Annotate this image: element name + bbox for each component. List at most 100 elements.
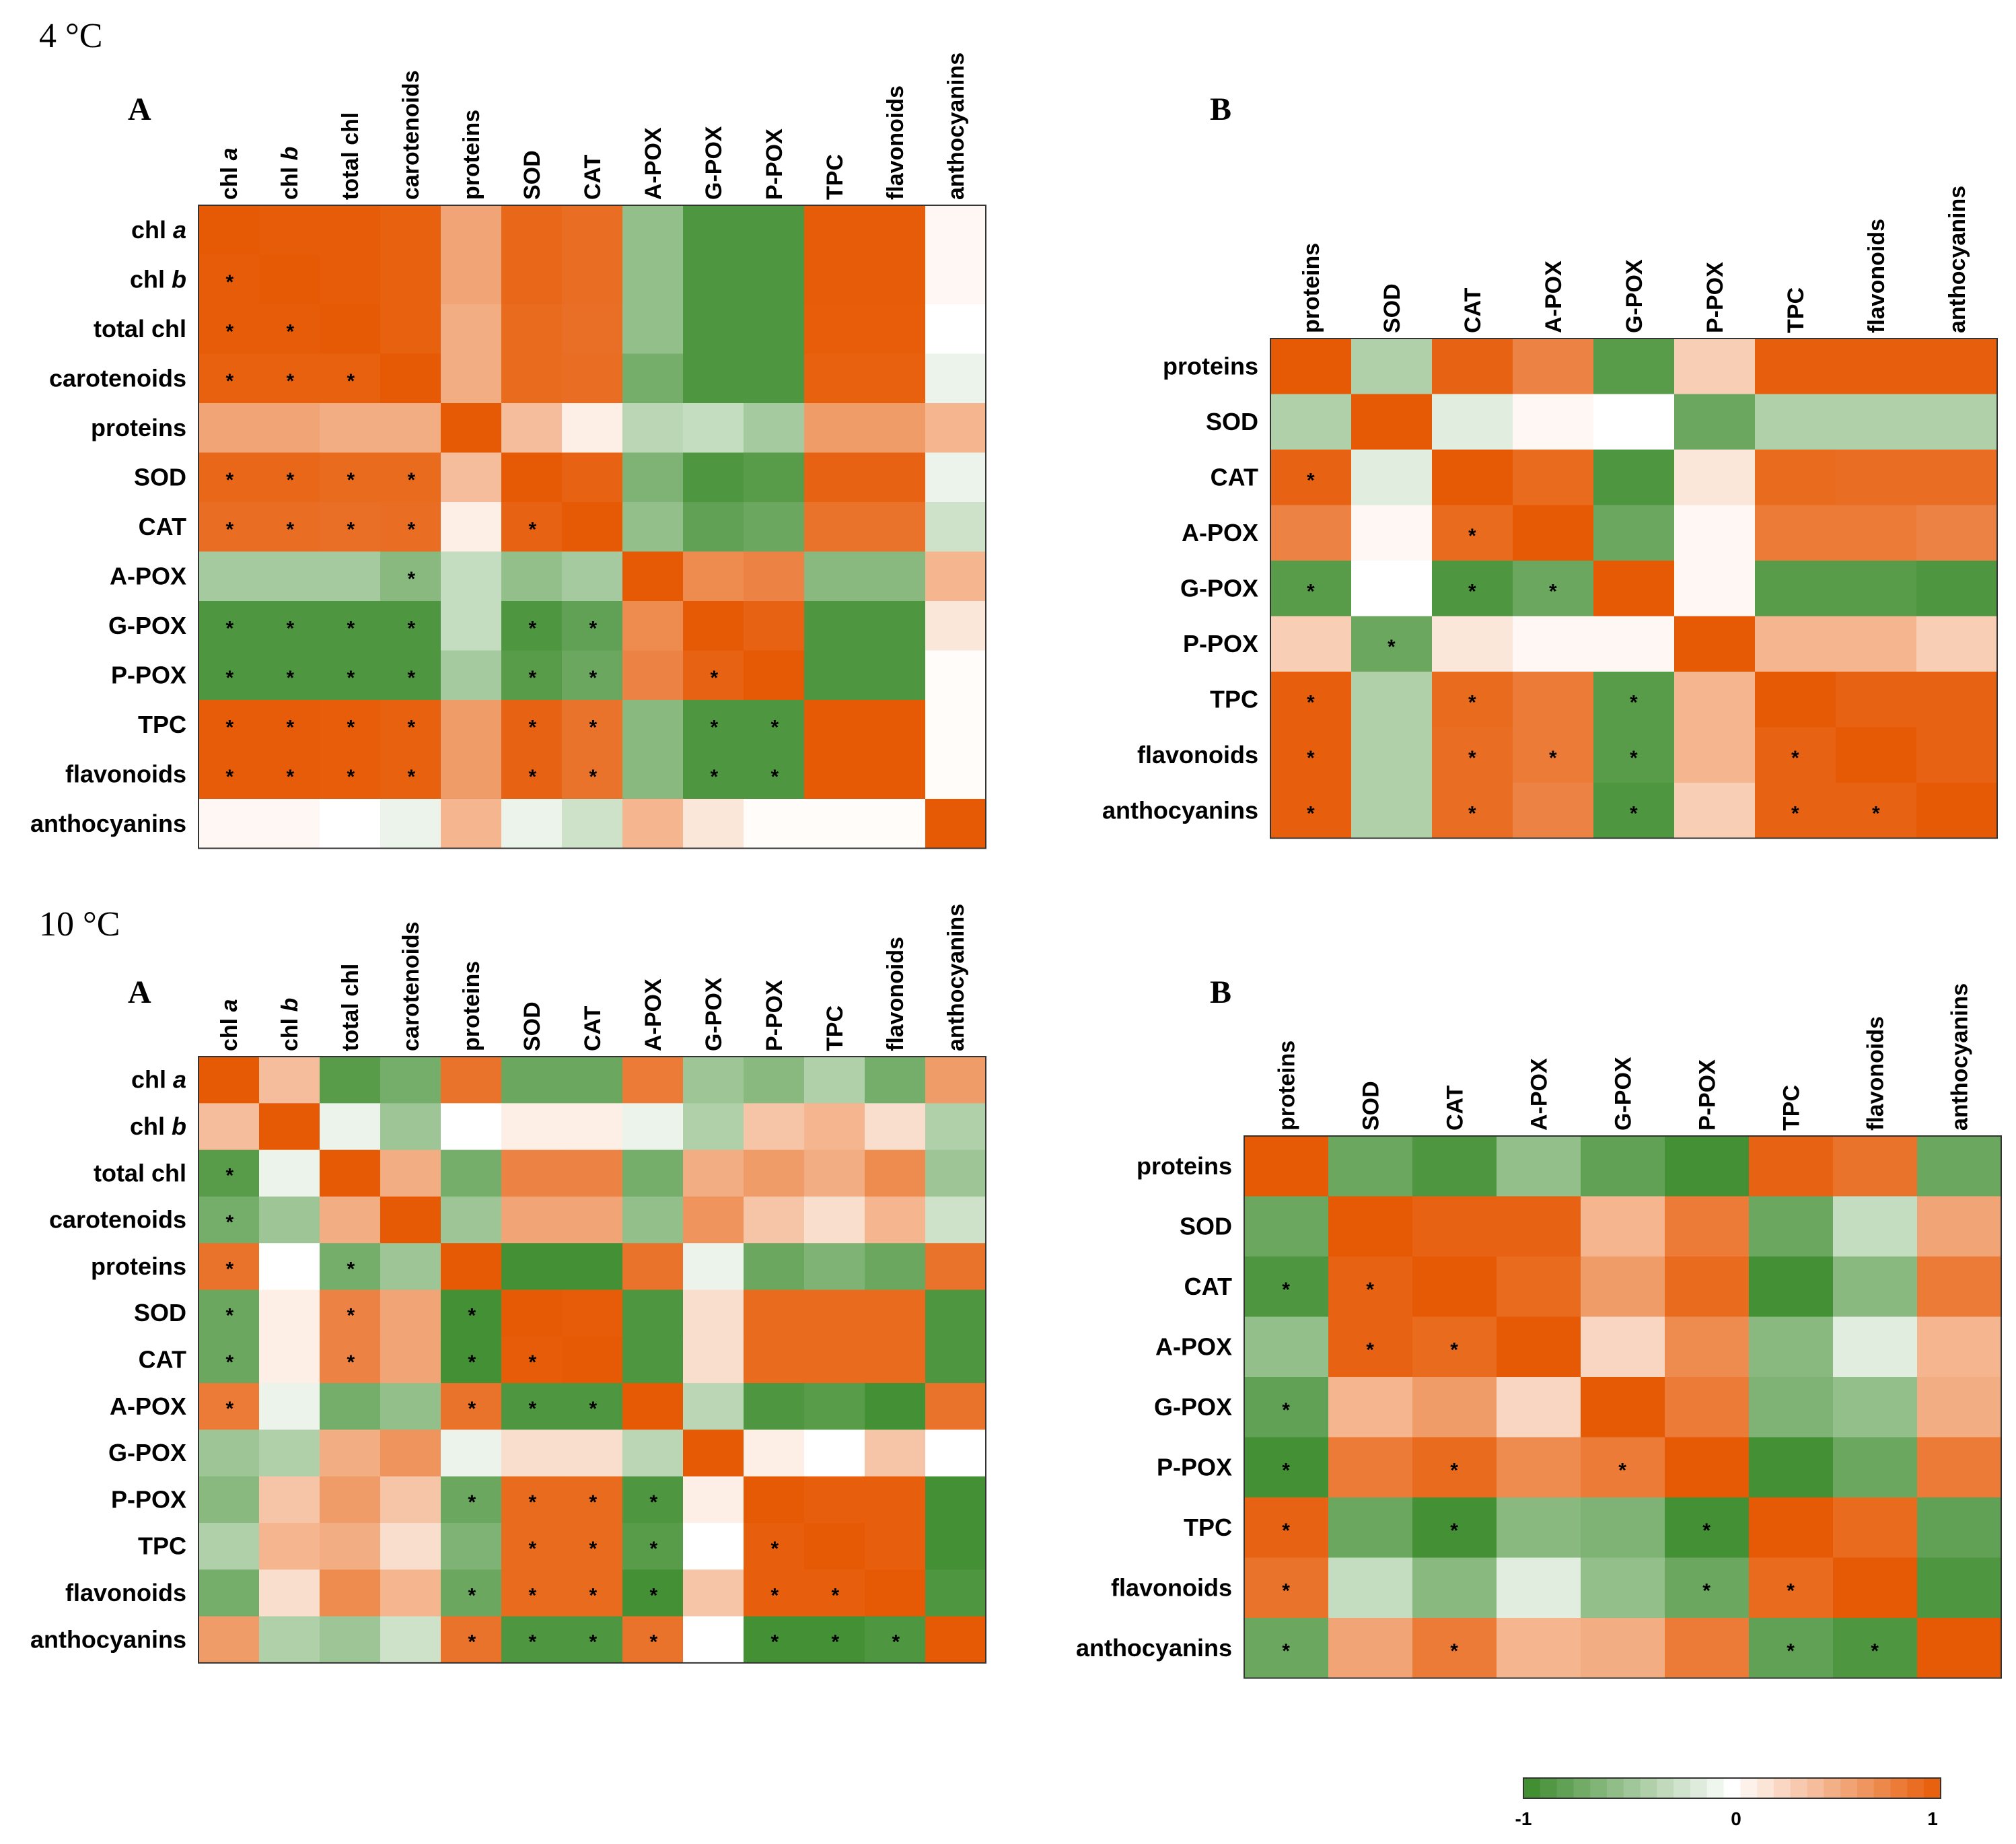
heatmap-cell-4c-b-8-7	[1836, 783, 1917, 839]
significance-star-10c-b-8-7: *	[1871, 1640, 1879, 1662]
heatmap-cell-4c-b-7-4	[1593, 727, 1675, 783]
significance-star-4c-a-6-0: *	[226, 518, 234, 540]
col-label-10c-b-flavonoids: flavonoids	[1863, 1016, 1889, 1131]
colorbar-step-14	[1757, 1778, 1774, 1798]
col-label-10c-a-cat: CAT	[580, 1005, 606, 1051]
significance-star-10c-a-12-11: *	[892, 1631, 900, 1654]
heatmap-cell-4c-a-12-3	[380, 799, 441, 849]
heatmap-cell-4c-a-12-2	[320, 799, 381, 849]
colorbar: -1 0 1	[1515, 1777, 1941, 1829]
row-label-4c-a-p-pox: P-POX	[111, 661, 186, 688]
heatmap-cell-4c-a-4-1	[259, 403, 320, 454]
row-label-4c-a-chl-b: chl b	[130, 265, 186, 293]
heatmap-frame-4c-b	[1270, 338, 1998, 839]
heatmap-cell-10c-a-10-0	[199, 1523, 260, 1570]
significance-star-10c-a-6-2: *	[347, 1351, 355, 1374]
colorbar-step-18	[1824, 1778, 1841, 1798]
heatmap-cell-10c-b-2-1	[1328, 1256, 1413, 1318]
heatmap-cell-10c-b-7-6	[1749, 1557, 1834, 1619]
heatmap-cell-10c-b-0-2	[1412, 1136, 1497, 1197]
heatmap-cell-10c-a-2-7	[622, 1149, 684, 1197]
colorbar-step-17	[1807, 1778, 1824, 1798]
heatmap-cell-10c-a-5-8	[683, 1289, 744, 1337]
heatmap-cell-4c-a-5-6	[562, 452, 623, 503]
significance-star-4c-a-8-5: *	[529, 617, 537, 639]
heatmap-cell-4c-b-2-6	[1755, 450, 1836, 506]
heatmap-cell-10c-b-3-5	[1665, 1316, 1750, 1378]
col-label-4c-a-total-chl: total chl	[338, 112, 363, 200]
heatmap-cell-4c-a-4-7	[622, 403, 684, 454]
heatmap-cell-4c-a-2-12	[925, 304, 986, 355]
heatmap-cell-10c-a-1-9	[744, 1103, 805, 1151]
significance-star-10c-a-9-7: *	[650, 1491, 658, 1514]
heatmap-cell-10c-a-9-2	[320, 1476, 381, 1524]
row-label-4c-a-carotenoids: carotenoids	[49, 364, 186, 392]
heatmap-cell-10c-a-0-8	[683, 1057, 744, 1104]
heatmap-cell-4c-a-1-11	[865, 254, 926, 305]
heatmap-cell-10c-b-5-8	[1917, 1437, 2002, 1498]
heatmap-cell-10c-a-8-12	[925, 1429, 986, 1477]
heatmap-cell-10c-a-12-8	[683, 1616, 744, 1664]
heatmap-cell-10c-a-1-11	[865, 1103, 926, 1151]
significance-star-10c-a-7-5: *	[529, 1398, 537, 1420]
heatmap-cell-4c-a-1-7	[622, 254, 684, 305]
heatmap-cell-4c-b-8-5	[1674, 783, 1756, 839]
heatmap-cell-10c-a-8-11	[865, 1429, 926, 1477]
heatmap-cell-10c-a-11-12	[925, 1569, 986, 1617]
heatmap-cell-4c-a-10-12	[925, 700, 986, 750]
colorbar-step-15	[1774, 1778, 1791, 1798]
heatmap-cell-10c-b-1-8	[1917, 1196, 2002, 1257]
heatmap-cell-4c-b-7-1	[1351, 727, 1433, 783]
heatmap-cell-10c-a-11-7	[622, 1569, 684, 1617]
heatmap-cell-4c-b-6-8	[1916, 672, 1998, 728]
significance-star-4c-a-6-1: *	[287, 518, 295, 540]
row-label-10c-b-g-pox: G-POX	[1154, 1393, 1232, 1421]
heatmap-cell-4c-a-9-7	[622, 650, 684, 701]
heatmap-cell-10c-a-1-7	[622, 1103, 684, 1151]
significance-star-4c-a-10-9: *	[771, 716, 779, 738]
heatmap-cell-4c-b-7-5	[1674, 727, 1756, 783]
heatmap-cell-10c-b-0-7	[1833, 1136, 1918, 1197]
heatmap-cell-4c-a-0-0	[199, 205, 260, 256]
heatmap-cell-10c-a-12-12	[925, 1616, 986, 1664]
heatmap-cell-4c-b-5-5	[1674, 616, 1756, 672]
heatmap-cell-10c-b-8-7	[1833, 1618, 1918, 1679]
heatmap-cell-10c-a-5-5	[501, 1289, 563, 1337]
temperature-label-10c: 10 °C	[39, 905, 120, 944]
col-label-10c-a-tpc: TPC	[822, 1005, 848, 1051]
significance-star-10c-a-7-0: *	[226, 1398, 234, 1420]
col-label-4c-b-tpc: TPC	[1783, 287, 1809, 333]
heatmap-cell-10c-b-3-2	[1412, 1316, 1497, 1378]
heatmap-cell-4c-b-1-2	[1432, 394, 1513, 450]
significance-star-10c-b-5-2: *	[1450, 1460, 1458, 1482]
colorbar-step-10	[1690, 1778, 1708, 1798]
row-label-4c-b-proteins: proteins	[1163, 352, 1258, 380]
heatmap-cell-4c-b-0-5	[1674, 339, 1756, 395]
row-label-4c-a-tpc: TPC	[138, 711, 186, 738]
heatmap-cell-4c-a-5-9	[744, 452, 805, 503]
heatmap-cell-4c-b-4-1	[1351, 561, 1433, 617]
row-label-10c-b-tpc: TPC	[1184, 1514, 1232, 1541]
heatmap-cell-4c-a-4-2	[320, 403, 381, 454]
heatmap-cell-4c-a-9-5	[501, 650, 563, 701]
row-label-4c-b-anthocyanins: anthocyanins	[1102, 796, 1258, 824]
significance-star-4c-b-7-4: *	[1630, 747, 1638, 769]
col-label-10c-a-g-pox: G-POX	[701, 977, 727, 1051]
heatmap-cell-4c-a-9-10	[804, 650, 865, 701]
heatmap-cell-4c-a-11-6	[562, 749, 623, 800]
heatmap-cell-10c-a-10-4	[441, 1523, 502, 1570]
heatmap-cell-10c-a-11-9	[744, 1569, 805, 1617]
significance-star-4c-a-7-3: *	[408, 568, 416, 590]
heatmap-cell-4c-a-2-6	[562, 304, 623, 355]
heatmap-cell-4c-b-3-0	[1270, 505, 1352, 561]
heatmap-cell-10c-a-9-10	[804, 1476, 865, 1524]
col-label-10c-a-total-chl: total chl	[338, 964, 363, 1051]
heatmap-cell-4c-a-5-0	[199, 452, 260, 503]
heatmap-cell-4c-a-2-4	[441, 304, 502, 355]
col-label-10c-a-p-pox: P-POX	[762, 980, 787, 1051]
heatmap-cell-10c-a-11-11	[865, 1569, 926, 1617]
heatmap-cell-10c-a-9-7	[622, 1476, 684, 1524]
row-label-4c-a-g-pox: G-POX	[108, 612, 186, 639]
heatmap-cell-10c-a-12-3	[380, 1616, 441, 1664]
heatmap-cell-10c-a-12-6	[562, 1616, 623, 1664]
